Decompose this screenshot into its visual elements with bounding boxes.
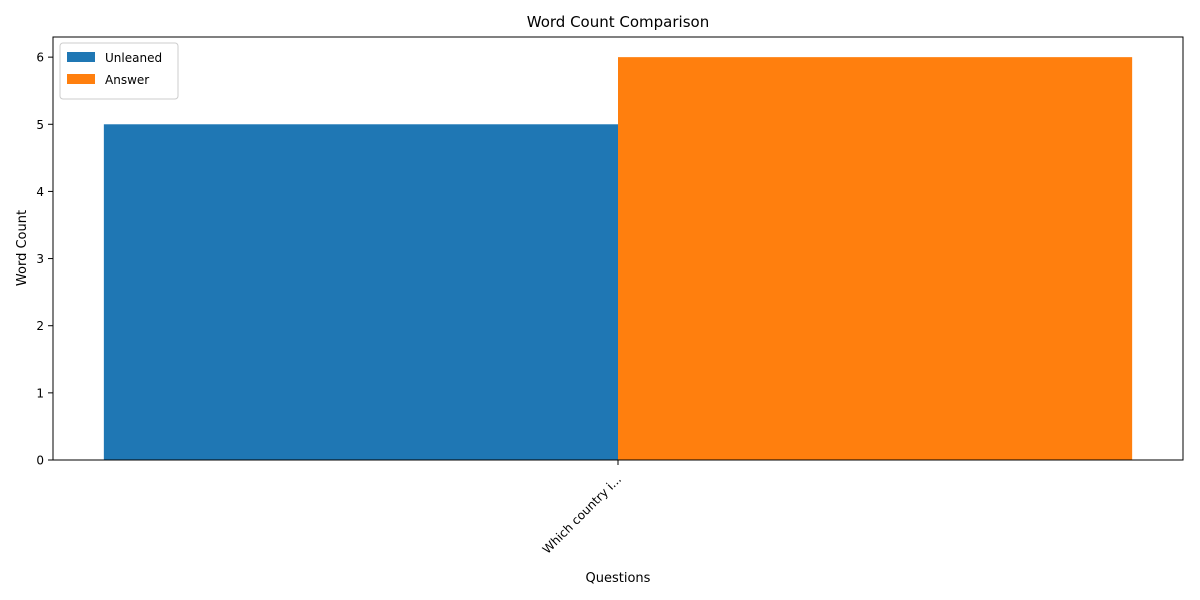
y-tick-label: 3 [36, 252, 44, 266]
y-tick-label: 6 [36, 51, 44, 65]
legend-swatch-unleaned [67, 52, 95, 62]
y-axis-label: Word Count [15, 210, 30, 286]
y-tick-label: 2 [36, 319, 44, 333]
y-axis: 0 1 2 3 4 5 6 [36, 51, 53, 468]
legend-swatch-answer [67, 74, 95, 84]
legend-label-unleaned: Unleaned [105, 51, 162, 65]
x-axis-label: Questions [586, 571, 651, 586]
legend: Unleaned Answer [59, 42, 179, 100]
y-tick-label: 0 [36, 454, 44, 468]
y-tick-label: 5 [36, 118, 44, 132]
chart-title: Word Count Comparison [527, 13, 709, 31]
legend-label-answer: Answer [105, 73, 149, 87]
bar-unleaned [103, 124, 619, 461]
bars-group [103, 57, 1133, 461]
y-tick-label: 4 [36, 185, 44, 199]
y-tick-label: 1 [36, 386, 44, 400]
bar-answer [618, 57, 1133, 461]
